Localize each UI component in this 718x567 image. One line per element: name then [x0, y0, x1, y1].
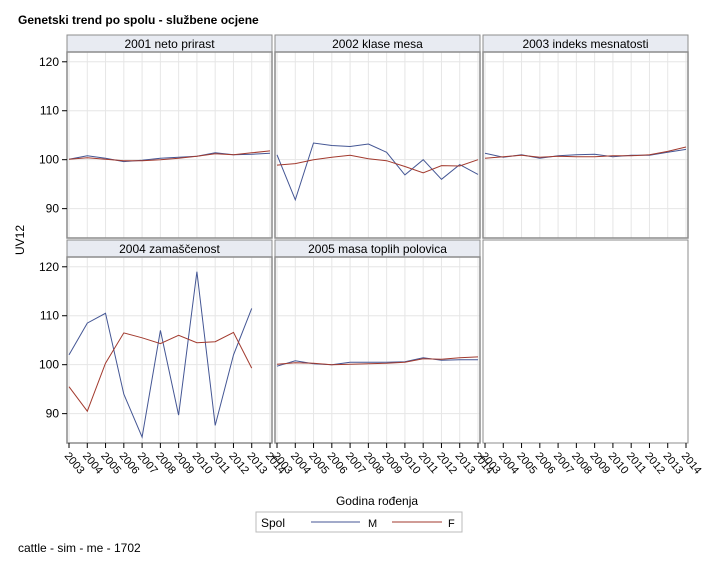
legend-entry-f: F — [448, 518, 455, 530]
y-tick-label: 120 — [39, 260, 59, 274]
x-tick-label: 2009 — [587, 450, 612, 476]
plot-frame — [66, 256, 273, 444]
series-line-f — [484, 146, 687, 159]
plot-area — [67, 52, 272, 238]
panel-title: 2003 indeks mesnatosti — [522, 37, 648, 51]
series-line-m — [68, 271, 253, 439]
x-tick-label: 2013 — [660, 450, 685, 476]
x-tick-label: 2011 — [624, 450, 648, 476]
x-tick-label: 2013 — [452, 450, 477, 476]
plot-area — [67, 257, 272, 443]
y-axis-row-2: 90 100 110 120 — [39, 260, 67, 421]
x-tick-label: 2007 — [343, 450, 368, 476]
panel-title: 2005 masa toplih polovica — [308, 242, 447, 256]
panel-title: 2004 zamaščenost — [119, 242, 220, 256]
series-line-f — [68, 150, 271, 162]
x-axis-label: Godina rođenja — [336, 494, 418, 508]
plot-area — [483, 52, 688, 238]
x-axis-col-1: 2003200420052006200720082009201020112012… — [62, 443, 288, 477]
x-axis-col-2: 2003200420052006200720082009201020112012… — [270, 443, 496, 477]
x-tick-label: 2005 — [514, 450, 539, 476]
plot-area — [275, 257, 480, 443]
x-tick-label: 2005 — [306, 450, 331, 476]
x-tick-label: 2013 — [244, 450, 269, 476]
panel-5: 2005 masa toplih polovica — [274, 239, 481, 444]
legend: Spol M F — [255, 511, 463, 533]
plot-area — [275, 52, 480, 238]
y-axis-row-1: 90 100 110 120 — [39, 55, 67, 216]
footer-note: cattle - sim - me - 1702 — [18, 541, 141, 555]
x-tick-label: 2014 — [679, 450, 704, 476]
y-axis-label: UV12 — [13, 225, 27, 255]
series-line-f — [276, 356, 479, 366]
panel-3: 2003 indeks mesnatosti — [482, 34, 689, 239]
x-axis-col-3: 2003200420052006200720082009201020112012… — [478, 443, 704, 477]
panel-4: 2004 zamaščenost — [66, 239, 273, 444]
y-tick-label: 120 — [39, 55, 59, 69]
y-tick-label: 110 — [40, 309, 59, 323]
y-tick-label: 100 — [39, 153, 59, 167]
panel-title: 2001 neto prirast — [124, 37, 215, 51]
plot-frame — [482, 51, 689, 239]
y-tick-label: 110 — [40, 104, 59, 118]
y-tick-label: 90 — [46, 407, 60, 421]
x-tick-label: 2005 — [98, 450, 123, 476]
plot-frame — [274, 256, 481, 444]
legend-title: Spol — [261, 516, 285, 530]
empty-cell-frame — [482, 239, 689, 444]
panel-1: 2001 neto prirast — [66, 34, 273, 239]
panel-title: 2002 klase mesa — [332, 37, 423, 51]
x-tick-label: 2011 — [416, 450, 440, 476]
y-tick-label: 100 — [39, 358, 59, 372]
panel-2: 2002 klase mesa — [274, 34, 481, 239]
plot-frame — [274, 51, 481, 239]
x-tick-label: 2007 — [135, 450, 160, 476]
series-line-f — [68, 331, 253, 413]
panel-empty — [482, 239, 689, 444]
figure-title: Genetski trend po spolu - službene ocjen… — [18, 13, 259, 27]
x-tick-label: 2007 — [551, 450, 576, 476]
x-tick-label: 2009 — [379, 450, 404, 476]
x-tick-label: 2011 — [208, 450, 232, 476]
plot-frame — [66, 51, 273, 239]
x-tick-label: 2009 — [171, 450, 196, 476]
series-line-m — [276, 142, 479, 202]
series-line-f — [276, 154, 479, 174]
legend-entry-m: M — [368, 518, 377, 530]
y-tick-label: 90 — [46, 202, 60, 216]
